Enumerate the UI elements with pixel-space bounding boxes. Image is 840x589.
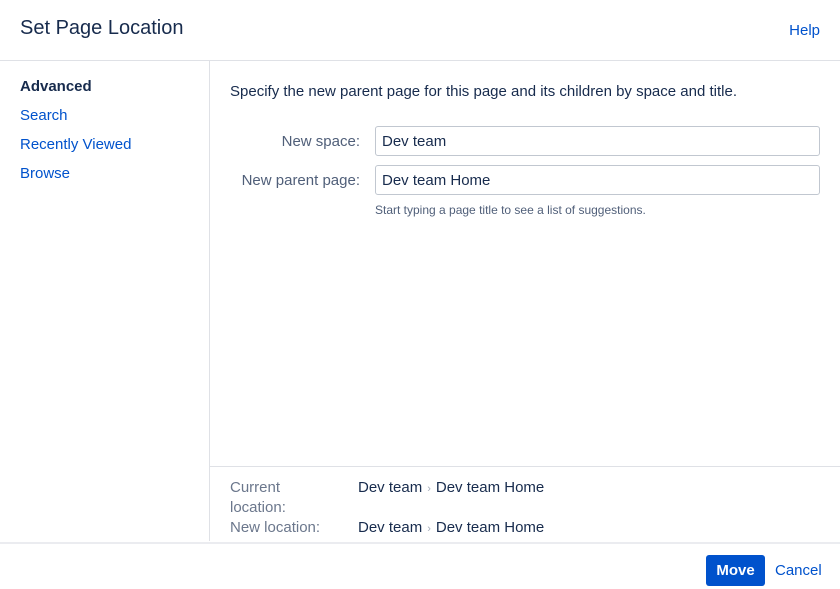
current-page: Dev team Home [435, 479, 545, 496]
help-link[interactable]: Help [789, 22, 820, 39]
breadcrumb-separator-icon: › [427, 483, 431, 495]
location-summary: Current location: Dev team › Dev team Home… [210, 466, 840, 542]
new-location-value: Dev team › Dev team Home [358, 519, 544, 536]
hint-text: Start typing a page title to see a list … [375, 203, 646, 217]
dialog-header: Set Page Location Help [0, 0, 840, 61]
sidebar-item-browse[interactable]: Browse [20, 165, 71, 182]
cancel-button[interactable]: Cancel [775, 562, 822, 579]
new-location-label: New location: [230, 519, 321, 536]
sidebar-item-search[interactable]: Search [20, 107, 68, 124]
move-button[interactable]: Move [706, 555, 765, 586]
dialog-footer: Move Cancel [0, 542, 840, 589]
breadcrumb-separator-icon: › [427, 523, 431, 535]
dialog-title: Set Page Location [20, 17, 184, 39]
new-parent-page-input[interactable] [375, 165, 820, 195]
current-space: Dev team [358, 479, 423, 496]
new-space-input[interactable] [375, 126, 820, 156]
current-location-label: Current location: [230, 479, 286, 516]
description: Specify the new parent page for this pag… [230, 83, 737, 100]
new-parent-page-label: New parent page: [241, 172, 360, 189]
new-page: Dev team Home [435, 519, 545, 536]
new-space: Dev team [358, 519, 423, 536]
sidebar: Advanced Search Recently Viewed Browse [0, 61, 210, 541]
current-location-value: Dev team › Dev team Home [358, 479, 544, 496]
sidebar-item-advanced[interactable]: Advanced [20, 78, 92, 95]
new-space-label: New space: [281, 133, 360, 150]
sidebar-item-recently-viewed[interactable]: Recently Viewed [20, 136, 132, 153]
